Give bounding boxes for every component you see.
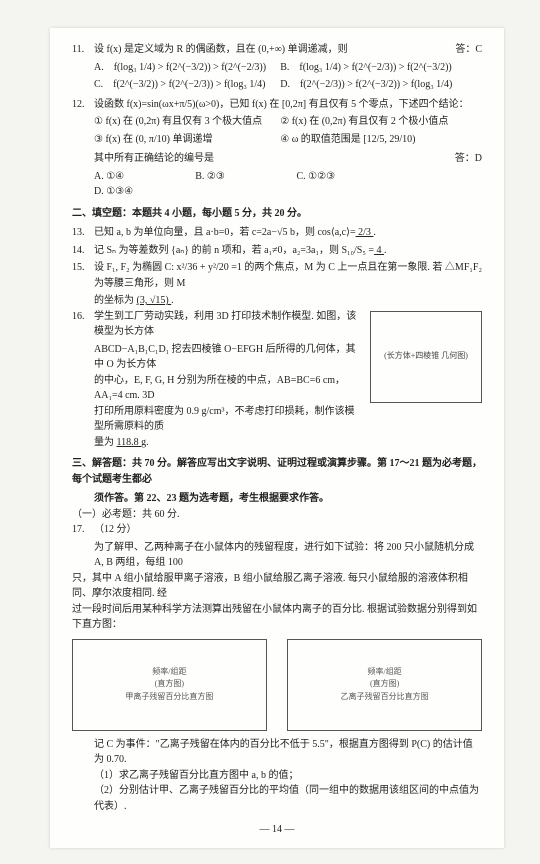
q11-opt-a: A. f(log₃ 1/4) > f(2^(−3/2)) > f(2^(−2/3… bbox=[94, 60, 280, 76]
q17-s1: （1）求乙离子残留百分比直方图中 a, b 的值； bbox=[94, 768, 482, 784]
q12-c2: ② f(x) 在 (0,2π) 有且仅有 2 个极小值点 bbox=[280, 114, 466, 130]
q12-stem: 设函数 f(x)=sin(ωx+π/5)(ω>0)，已知 f(x) 在 [0,2… bbox=[94, 97, 482, 113]
q17-p2: 只，其中 A 组小鼠给服甲离子溶液，B 组小鼠给服乙离子溶液. 每只小鼠给服的溶… bbox=[72, 571, 482, 602]
q16-l1: 学生到工厂劳动实践，利用 3D 打印技术制作模型. 如图，该模型为长方体 bbox=[94, 309, 364, 340]
chart-a: 频率/组距 (直方图) 甲离子残留百分比直方图 bbox=[72, 639, 267, 731]
q11-answer: 答：C bbox=[442, 42, 482, 58]
chart-b: 频率/组距 (直方图) 乙离子残留百分比直方图 bbox=[287, 639, 482, 731]
q13-num: 13. bbox=[72, 225, 94, 241]
q12-opt-c: C. ①②③ bbox=[296, 169, 385, 185]
section3-h1: 三、解答题：共 70 分。解答应写出文字说明、证明过程或演算步骤。第 17～21… bbox=[72, 456, 482, 487]
q15-stem: 设 F₁, F₂ 为椭圆 C: x²/36 + y²/20 =1 的两个焦点，M… bbox=[94, 260, 482, 291]
q14-ans: 4 bbox=[374, 245, 384, 256]
q12-num: 12. bbox=[72, 97, 94, 113]
q16-figure: (长方体+四棱锥 几何图) bbox=[370, 311, 482, 403]
q16-num: 16. bbox=[72, 309, 94, 325]
section3-part: （一）必考题：共 60 分. bbox=[72, 507, 482, 523]
q15-num: 15. bbox=[72, 260, 94, 276]
q12-opt-a: A. ①④ bbox=[94, 169, 183, 185]
chart-a-caption: 甲离子残留百分比直方图 bbox=[125, 691, 213, 703]
page-number: — 14 — bbox=[72, 822, 482, 838]
q13-ans: 2/3 bbox=[356, 227, 374, 238]
q13-stem: 已知 a, b 为单位向量，且 a·b=0，若 c=2a−√5 b，则 cos⟨… bbox=[94, 227, 356, 238]
q12-opt-b: B. ②③ bbox=[195, 169, 284, 185]
q11-opt-c: C. f(2^(−3/2)) > f(2^(−2/3)) > f(log₃ 1/… bbox=[94, 77, 280, 93]
q17-s2: （2）分别估计甲、乙离子残留百分比的平均值（同一组中的数据用该组区间的中点值为代… bbox=[94, 783, 482, 814]
q15-ans: (3, √15) bbox=[137, 295, 172, 306]
q17-p4: 记 C 为事件："乙离子残留在体内的百分比不低于 5.5"，根据直方图得到 P(… bbox=[94, 737, 482, 768]
q17-pts: （12 分） bbox=[94, 522, 482, 538]
chart-b-ylabel: 频率/组距 bbox=[368, 666, 402, 678]
section3-h2: 须作答。第 22、23 题为选考题，考生根据要求作答。 bbox=[94, 491, 482, 507]
q11-stem: 设 f(x) 是定义域为 R 的偶函数，且在 (0,+∞) 单调递减，则 bbox=[94, 42, 442, 58]
q14-stem: 记 Sₙ 为等差数列 {aₙ} 的前 n 项和，若 a₁≠0，a₂=3a₁，则 … bbox=[94, 245, 374, 256]
q16-unit: g. bbox=[141, 437, 149, 448]
q16-ans: 118.8 bbox=[117, 437, 142, 448]
q14-num: 14. bbox=[72, 243, 94, 259]
q15-tail: 的坐标为 bbox=[94, 295, 134, 306]
q16-l5: 量为 bbox=[94, 437, 114, 448]
q12-answer: 答：D bbox=[442, 151, 482, 167]
q12-c1: ① f(x) 在 (0,2π) 有且仅有 3 个极大值点 bbox=[94, 114, 280, 130]
q11-num: 11. bbox=[72, 42, 94, 58]
q16-l4: 打印所用原料密度为 0.9 g/cm³，不考虑打印损耗，制作该模型所需原料的质 bbox=[94, 404, 482, 435]
q12-tail: 其中所有正确结论的编号是 bbox=[94, 151, 442, 167]
q11-opt-d: D. f(2^(−2/3)) > f(2^(−3/2)) > f(log₃ 1/… bbox=[280, 77, 466, 93]
q12-c4: ④ ω 的取值范围是 [12/5, 29/10) bbox=[280, 132, 466, 148]
chart-b-caption: 乙离子残留百分比直方图 bbox=[341, 691, 429, 703]
q17-num: 17. bbox=[72, 522, 94, 538]
section2-heading: 二、填空题：本题共 4 小题，每小题 5 分，共 20 分。 bbox=[72, 206, 482, 222]
q12-c3: ③ f(x) 在 (0, π/10) 单调递增 bbox=[94, 132, 280, 148]
q17-p1: 为了解甲、乙两种离子在小鼠体内的残留程度，进行如下试验：将 200 只小鼠随机分… bbox=[94, 540, 482, 571]
q17-p3: 过一段时间后用某种科学方法测算出残留在小鼠体内离子的百分比. 根据试验数据分别得… bbox=[72, 602, 482, 633]
q11-opt-b: B. f(log₃ 1/4) > f(2^(−2/3)) > f(2^(−3/2… bbox=[280, 60, 466, 76]
q12-opt-d: D. ①③④ bbox=[94, 184, 183, 200]
chart-a-ylabel: 频率/组距 bbox=[152, 666, 186, 678]
